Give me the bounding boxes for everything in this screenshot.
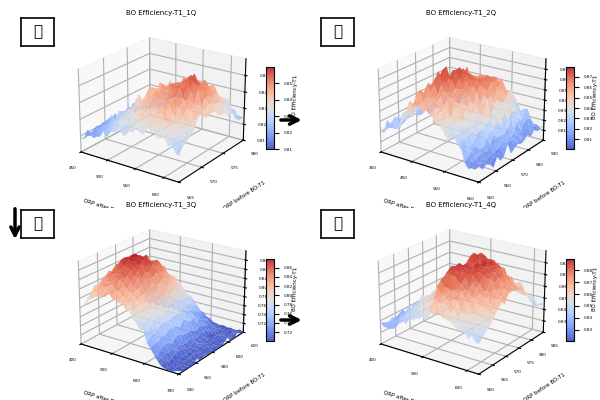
X-axis label: ORP after BO-T2: ORP after BO-T2: [383, 390, 427, 400]
Text: 夏: 夏: [333, 24, 342, 40]
Title: BO Efficiency-T1_1Q: BO Efficiency-T1_1Q: [126, 9, 196, 16]
Text: 春: 春: [33, 24, 42, 40]
X-axis label: ORP after BO-T1: ORP after BO-T1: [383, 198, 427, 216]
Y-axis label: ORP before BO-T1: ORP before BO-T1: [523, 373, 566, 400]
Title: BO Efficiency-T1_2Q: BO Efficiency-T1_2Q: [426, 9, 496, 16]
Y-axis label: ORP before BO-T1: ORP before BO-T1: [223, 181, 266, 211]
Title: BO Efficiency-T1_3Q: BO Efficiency-T1_3Q: [126, 201, 196, 208]
Y-axis label: ORP before BO-T1: ORP before BO-T1: [523, 181, 566, 211]
Text: 冬: 冬: [333, 216, 342, 232]
Text: 秋: 秋: [33, 216, 42, 232]
X-axis label: ORP after BO-T2: ORP after BO-T2: [83, 198, 127, 216]
X-axis label: ORP after BO-T2: ORP after BO-T2: [83, 390, 127, 400]
Title: BO Efficiency-T1_4Q: BO Efficiency-T1_4Q: [426, 201, 496, 208]
Y-axis label: ORP before BO-T1: ORP before BO-T1: [223, 373, 266, 400]
